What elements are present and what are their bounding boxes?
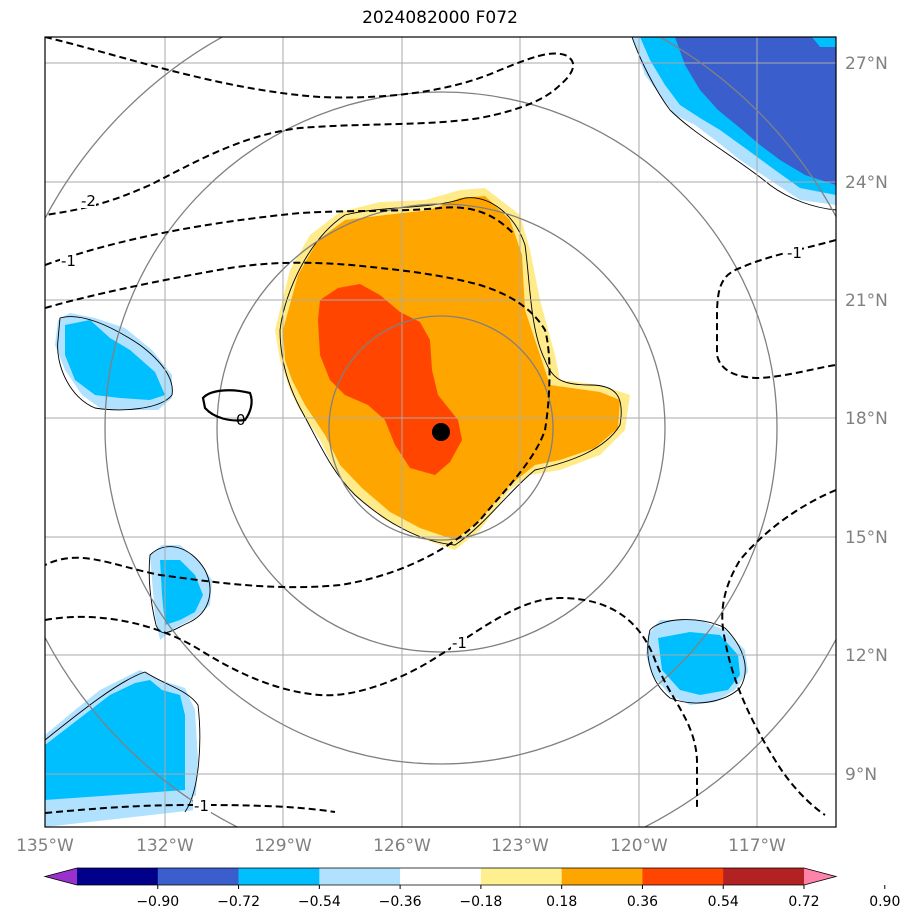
negative-anomaly-bottom-right xyxy=(646,620,748,705)
colorbar-segment xyxy=(642,868,724,885)
lon-label: 123°W xyxy=(491,836,549,856)
colorbar-segment xyxy=(400,868,482,885)
positive-anomaly-core xyxy=(275,188,630,550)
colorbar-outline xyxy=(43,867,838,886)
colorbar-tick-label: −0.36 xyxy=(379,894,422,910)
colorbar-extend-low xyxy=(45,868,77,885)
contour-label: -1 xyxy=(452,634,467,652)
lon-label: 132°W xyxy=(136,836,194,856)
lat-label: 27°N xyxy=(845,54,888,74)
latitude-labels: 27°N 24°N 21°N 18°N 15°N 12°N 9°N xyxy=(845,54,888,785)
map-title: 2024082000 F072 xyxy=(362,8,518,28)
negative-anomaly-bottom-left xyxy=(45,670,198,827)
lat-label: 15°N xyxy=(845,528,888,548)
colorbar-segment xyxy=(157,868,240,885)
lat-label: 12°N xyxy=(845,646,888,666)
lat-label: 21°N xyxy=(845,291,888,311)
colorbar-tick-label: 0.36 xyxy=(627,894,658,910)
contour-labels: -2 -1 0 -1 -1 -1 xyxy=(60,190,802,815)
colorbar-tick-label: 0.90 xyxy=(869,894,900,910)
lon-label: 126°W xyxy=(373,836,431,856)
lat-label: 18°N xyxy=(845,409,888,429)
longitude-labels: 135°W 132°W 129°W 126°W 123°W 120°W 117°… xyxy=(16,836,786,856)
lat-label: 24°N xyxy=(845,173,888,193)
colorbar-tick-label: 0.72 xyxy=(788,894,819,910)
colorbar-segment xyxy=(561,868,643,885)
negative-anomaly-left xyxy=(55,313,172,410)
colorbar-tick-label: −0.90 xyxy=(136,894,179,910)
dashed-contours xyxy=(45,37,836,816)
graticule xyxy=(45,37,836,827)
contour-label: -1 xyxy=(194,797,209,815)
negative-anomaly-center-left xyxy=(150,545,212,640)
colorbar-tick-label: −0.72 xyxy=(217,894,260,910)
contour-label: 0 xyxy=(236,411,246,429)
lon-label: 120°W xyxy=(610,836,668,856)
map-frame xyxy=(44,36,837,828)
colorbar-segment xyxy=(238,868,320,885)
range-rings xyxy=(45,37,836,827)
contour-label: -1 xyxy=(61,252,76,270)
contour-label: -2 xyxy=(81,192,96,210)
colorbar-tick-label: 0.18 xyxy=(546,894,577,910)
colorbar-segment xyxy=(319,868,401,885)
lat-label: 9°N xyxy=(845,765,877,785)
anomaly-outlines xyxy=(45,37,836,813)
colorbar: −0.90 −0.72 −0.54 −0.36 −0.18 0.18 0.36 0.54 0.7… xyxy=(43,867,900,910)
colorbar-tick-label: −0.18 xyxy=(459,894,502,910)
negative-anomaly-top-right xyxy=(632,37,836,205)
zero-contour xyxy=(201,389,253,422)
colorbar-segment xyxy=(723,868,805,885)
storm-center-marker xyxy=(432,423,450,441)
colorbar-tick-label: 0.54 xyxy=(708,894,739,910)
colorbar-segment xyxy=(77,868,159,885)
map-plot-area: -2 -1 0 -1 -1 -1 xyxy=(45,37,836,827)
contour-label: -1 xyxy=(787,244,802,262)
lon-label: 117°W xyxy=(728,836,786,856)
colorbar-extend-high xyxy=(804,868,836,885)
lon-label: 135°W xyxy=(16,836,74,856)
colorbar-tick-label: −0.54 xyxy=(298,894,341,910)
colorbar-segment xyxy=(480,868,563,885)
lon-label: 129°W xyxy=(254,836,312,856)
